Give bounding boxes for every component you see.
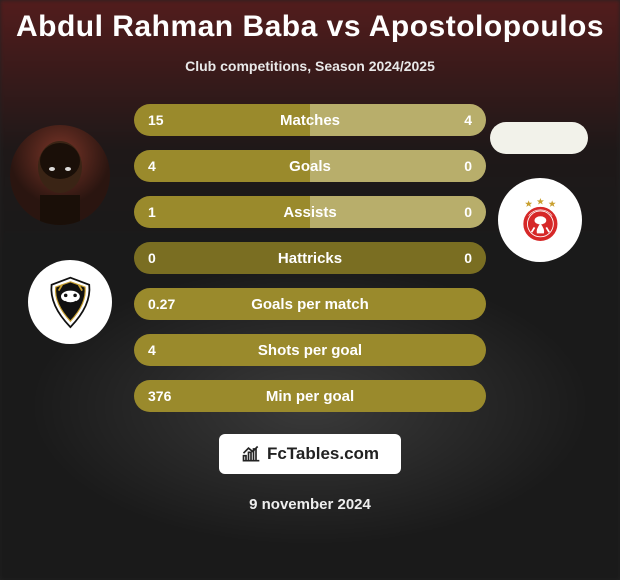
stat-row: 0.27 Goals per match [134, 288, 486, 320]
branding-badge: FcTables.com [219, 434, 401, 474]
stat-right-value: 4 [432, 112, 472, 128]
stat-row: 1 Assists 0 [134, 196, 486, 228]
stat-label: Assists [283, 204, 336, 221]
date-label: 9 november 2024 [249, 496, 371, 513]
player1-photo [10, 125, 110, 225]
stat-label: Goals per match [251, 296, 369, 313]
stat-right-value: 0 [432, 204, 472, 220]
stat-row: 4 Shots per goal [134, 334, 486, 366]
stat-left-value: 1 [148, 204, 188, 220]
player2-placeholder [490, 122, 588, 154]
stat-row: 0 Hattricks 0 [134, 242, 486, 274]
branding-label: FcTables.com [267, 444, 379, 464]
stat-right-value: 0 [432, 158, 472, 174]
club2-logo [498, 178, 582, 262]
stat-left-value: 15 [148, 112, 188, 128]
stats-container: 15 Matches 4 4 Goals 0 1 Assists 0 0 Hattricks 0 0.2… [134, 104, 486, 412]
stat-label: Hattricks [278, 250, 342, 267]
stat-label: Matches [280, 112, 340, 129]
stat-label: Shots per goal [258, 342, 362, 359]
stat-left-value: 4 [148, 158, 188, 174]
club1-logo [28, 260, 112, 344]
stat-row: 4 Goals 0 [134, 150, 486, 182]
chart-icon [241, 444, 261, 464]
stat-left-value: 0.27 [148, 296, 188, 312]
stat-row: 15 Matches 4 [134, 104, 486, 136]
stat-row: 376 Min per goal [134, 380, 486, 412]
subtitle: Club competitions, Season 2024/2025 [185, 58, 435, 74]
stat-right-value: 0 [432, 250, 472, 266]
stat-label: Goals [289, 158, 331, 175]
stat-left-value: 4 [148, 342, 188, 358]
page-title: Abdul Rahman Baba vs Apostolopoulos [16, 10, 604, 44]
stat-left-value: 376 [148, 388, 188, 404]
stat-label: Min per goal [266, 388, 354, 405]
stat-left-value: 0 [148, 250, 188, 266]
